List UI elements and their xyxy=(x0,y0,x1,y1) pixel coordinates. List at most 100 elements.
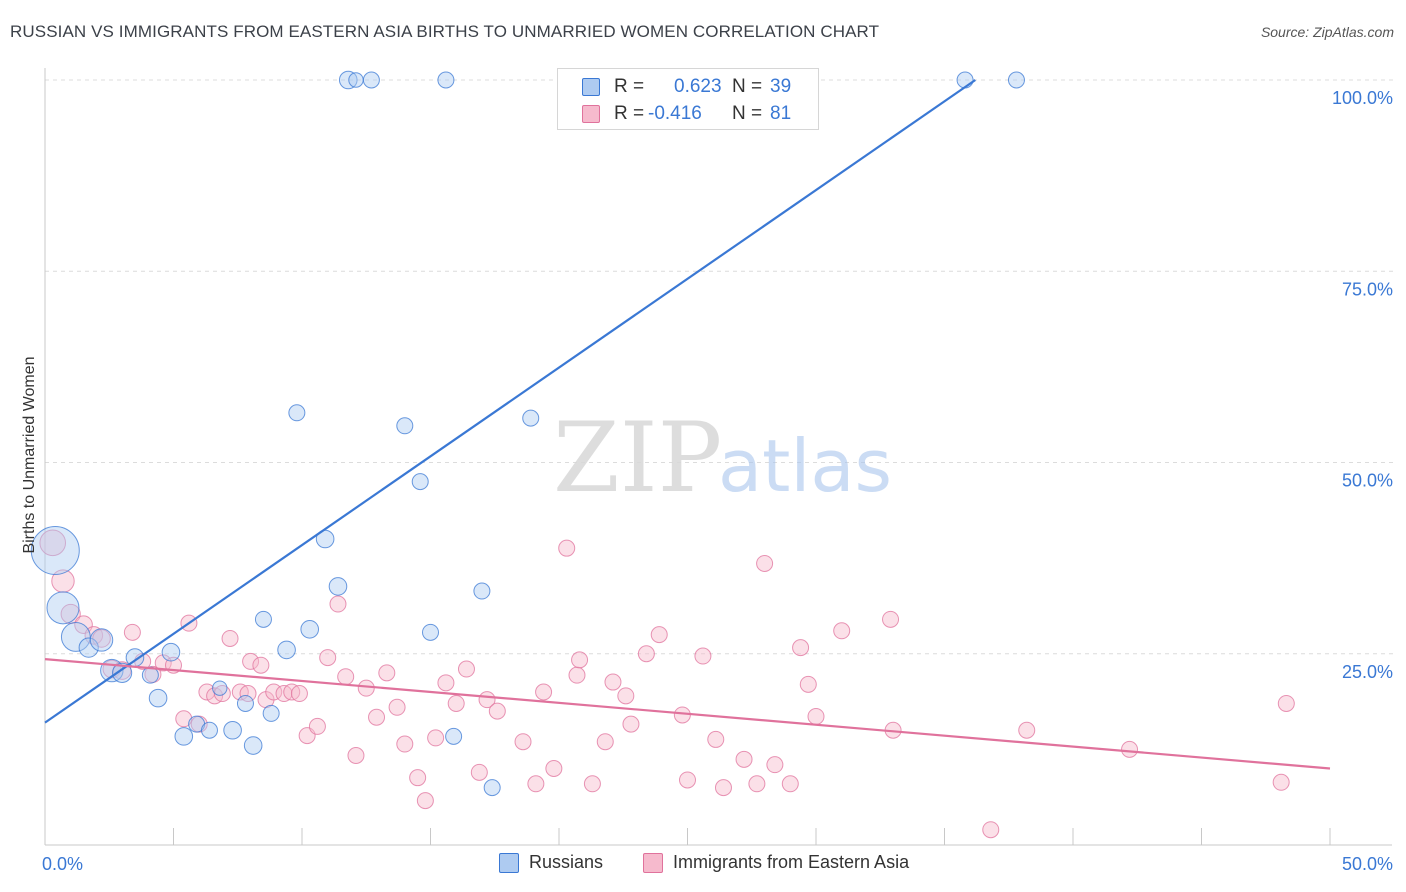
immigrants-point xyxy=(756,554,774,572)
immigrants-point xyxy=(679,771,696,789)
watermark-atlas: atlas xyxy=(718,424,892,508)
immigrants-point xyxy=(833,622,851,640)
y-tick-label: 100.0% xyxy=(1332,88,1393,108)
russians-point xyxy=(243,736,263,755)
trend-lines xyxy=(44,79,1331,770)
immigrants-point xyxy=(470,763,488,781)
immigrants-point xyxy=(694,647,712,665)
immigrants-point xyxy=(437,674,455,692)
y-axis-label: Births to Unmarried Women xyxy=(21,356,38,554)
chart-title: RUSSIAN VS IMMIGRANTS FROM EASTERN ASIA … xyxy=(10,22,880,41)
russians-point xyxy=(236,694,254,712)
russians-point xyxy=(956,71,974,89)
russians-point xyxy=(396,417,414,435)
legend-n-value: 81 xyxy=(770,103,792,124)
russians-point xyxy=(46,591,80,625)
russians-point xyxy=(362,71,380,89)
correlation-legend: R = 0.623 N = 39 R = -0.416 N = 81 xyxy=(557,68,819,130)
immigrants-point xyxy=(154,654,172,672)
legend-r-value: 0.623 xyxy=(674,76,722,97)
immigrants-point xyxy=(457,660,475,678)
russians-point xyxy=(161,642,181,662)
russians-point xyxy=(200,721,218,739)
russians-point xyxy=(1007,71,1025,89)
immigrants-point xyxy=(781,775,799,793)
immigrants-point xyxy=(792,639,810,657)
immigrants-point xyxy=(290,685,308,703)
russians-label: Russians xyxy=(529,852,604,872)
immigrants-point xyxy=(545,760,563,777)
immigrants-point xyxy=(337,668,355,686)
immigrants-label: Immigrants from Eastern Asia xyxy=(673,852,910,872)
immigrants-swatch xyxy=(643,852,663,873)
immigrants-point xyxy=(378,664,396,682)
legend-swatch-pink xyxy=(582,105,600,123)
axes xyxy=(44,68,1392,846)
immigrants-point xyxy=(799,675,817,693)
source-credit: Source: ZipAtlas.com xyxy=(1260,24,1394,40)
russians-point xyxy=(483,779,501,797)
immigrants-point xyxy=(447,694,465,712)
immigrants-point xyxy=(596,733,614,751)
russians-point xyxy=(328,577,348,596)
immigrants-point xyxy=(329,595,347,613)
immigrants-point xyxy=(242,652,260,670)
immigrants-point xyxy=(319,649,337,667)
tick-labels: 25.0% 50.0% 75.0% 100.0% 0.0% 50.0% xyxy=(42,88,1393,874)
series-russians-points xyxy=(30,70,1025,797)
y-tick-label: 75.0% xyxy=(1342,279,1393,299)
legend-n-value: 39 xyxy=(770,76,792,97)
immigrants-point xyxy=(416,792,434,810)
legend-n-label: N = xyxy=(732,76,763,97)
russians-point xyxy=(254,610,272,628)
russians-point xyxy=(522,409,540,427)
russians-point xyxy=(78,637,99,658)
immigrants-point xyxy=(807,707,825,725)
immigrants-point xyxy=(1121,740,1139,758)
series-immigrants-points xyxy=(39,529,1295,839)
immigrants-trend-line xyxy=(44,658,1331,770)
russians-point xyxy=(112,662,133,683)
watermark: ZIP atlas xyxy=(553,402,892,514)
immigrants-point xyxy=(748,775,766,793)
immigrants-point xyxy=(514,733,532,751)
russians-point xyxy=(262,704,280,722)
immigrants-point xyxy=(622,715,640,733)
legend-r-value: -0.416 xyxy=(648,103,702,124)
immigrants-point xyxy=(252,656,270,674)
immigrants-point xyxy=(39,529,67,557)
immigrants-point xyxy=(735,750,753,768)
immigrants-point xyxy=(488,702,506,720)
legend-r-label: R = xyxy=(614,76,645,97)
russians-trend-line xyxy=(44,79,976,724)
russians-point xyxy=(437,71,455,89)
immigrants-point xyxy=(982,821,1000,839)
legend-n-label: N = xyxy=(732,103,763,124)
immigrants-point xyxy=(535,683,553,701)
immigrants-point xyxy=(707,730,725,748)
russians-point xyxy=(411,473,429,491)
immigrants-point xyxy=(1277,694,1295,712)
russians-point xyxy=(60,622,91,652)
russians-point xyxy=(348,72,364,88)
legend-item-immigrants: Immigrants from Eastern Asia xyxy=(643,852,909,873)
y-tick-label: 50.0% xyxy=(1342,471,1393,491)
russians-point xyxy=(288,404,306,422)
immigrants-point xyxy=(123,623,141,641)
immigrants-point xyxy=(427,729,445,747)
immigrants-point xyxy=(1272,773,1290,791)
russians-point xyxy=(212,680,228,696)
immigrants-point xyxy=(527,775,545,793)
immigrants-point xyxy=(357,679,375,697)
russians-point xyxy=(148,688,168,708)
x-tick-label: 50.0% xyxy=(1342,854,1393,874)
russians-point xyxy=(30,525,80,575)
russians-point xyxy=(473,582,491,600)
immigrants-point xyxy=(766,756,784,774)
immigrants-point xyxy=(558,539,576,557)
immigrants-point xyxy=(396,735,414,753)
legend-swatch-blue xyxy=(582,78,600,96)
immigrants-point xyxy=(347,746,365,764)
immigrants-point xyxy=(714,779,732,797)
immigrants-point xyxy=(175,710,193,728)
